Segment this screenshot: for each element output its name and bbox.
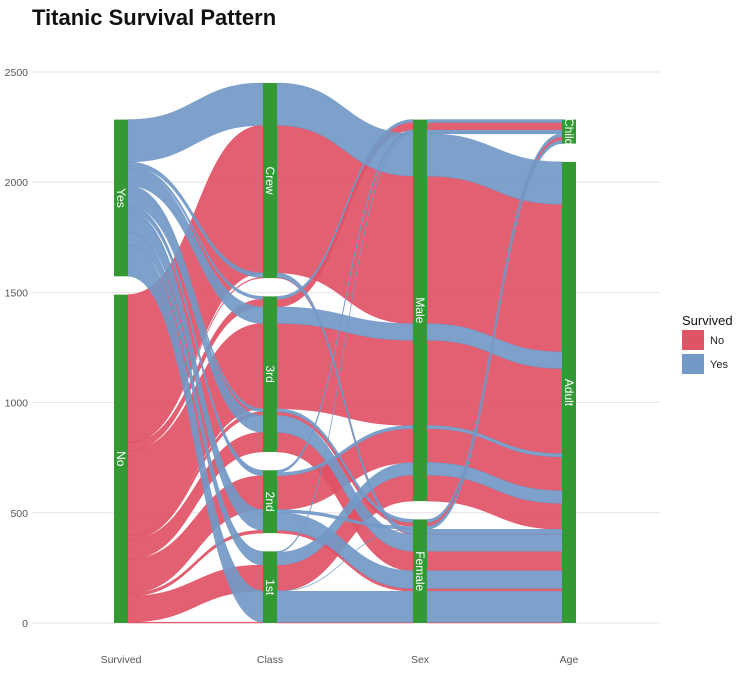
legend: Survived No Yes — [682, 313, 733, 374]
flow-yes-1st-female-adult-class-to-sex — [276, 590, 414, 623]
stratum-label-class-2nd: 2nd — [263, 492, 277, 512]
flow-no-3rd-male-child-sex-to-age — [426, 122, 563, 131]
y-tick-2500: 2500 — [5, 67, 29, 79]
flow-yes-2nd-female-adult-sex-to-age — [426, 570, 563, 589]
x-tick-sex: Sex — [411, 654, 430, 666]
axis-layer: 0 500 1000 1500 2000 2500 Survived Class Sex Age — [5, 67, 579, 666]
stratum-survived-yes — [114, 119, 128, 277]
stratum-layer: No Yes 1st 2nd 3rd Crew Female Male Adult Child — [114, 83, 576, 623]
y-tick-2000: 2000 — [5, 177, 29, 189]
x-tick-age: Age — [560, 654, 579, 666]
stratum-class-1st — [263, 551, 277, 623]
flow-no-3rd-female-adult-sex-to-age — [426, 550, 563, 572]
stratum-label-sex-male: Male — [413, 297, 427, 323]
stratum-age-adult — [562, 161, 576, 623]
y-tick-1500: 1500 — [5, 287, 29, 299]
flow-no-1st-female-adult-survived-to-class — [127, 621, 264, 624]
stratum-label-survived-no: No — [114, 451, 128, 467]
flow-yes-2nd-male-child-sex-to-age — [426, 129, 563, 133]
x-tick-class: Class — [257, 654, 283, 666]
stratum-label-class-crew: Crew — [263, 167, 277, 195]
stratum-survived-no — [114, 294, 128, 623]
stratum-age-child — [562, 119, 576, 144]
flow-no-2nd-female-adult-survived-to-class — [127, 529, 264, 597]
flow-no-3rd-female-adult-survived-to-class — [127, 432, 264, 560]
legend-label-no: No — [710, 335, 724, 347]
stratum-label-survived-yes: Yes — [114, 188, 128, 208]
stratum-sex-female — [413, 519, 427, 623]
legend-swatch-yes — [682, 354, 704, 374]
y-tick-500: 500 — [10, 508, 28, 520]
stratum-class-crew — [263, 83, 277, 279]
stratum-class-2nd — [263, 470, 277, 534]
y-tick-0: 0 — [22, 618, 28, 630]
x-tick-survived: Survived — [101, 654, 142, 666]
stratum-label-class-1st: 1st — [263, 579, 277, 596]
legend-swatch-no — [682, 330, 704, 350]
stratum-label-class-3rd: 3rd — [263, 365, 277, 382]
stratum-label-sex-female: Female — [413, 551, 427, 591]
chart-title: Titanic Survival Pattern — [32, 5, 276, 30]
stratum-label-age-child: Child — [562, 118, 576, 145]
legend-title: Survived — [682, 313, 733, 328]
flow-yes-crew-female-adult-sex-to-age — [426, 529, 563, 535]
stratum-sex-male — [413, 119, 427, 502]
flow-no-2nd-female-adult-sex-to-age — [426, 588, 563, 592]
y-tick-1000: 1000 — [5, 398, 29, 410]
flow-yes-3rd-male-child-sex-to-age — [426, 119, 563, 123]
flow-layer — [127, 82, 563, 624]
stratum-label-age-adult: Adult — [562, 379, 576, 407]
legend-label-yes: Yes — [710, 359, 728, 371]
flow-yes-1st-female-adult-sex-to-age — [426, 590, 563, 623]
flow-yes-3rd-female-adult-sex-to-age — [426, 534, 563, 552]
stratum-class-3rd — [263, 296, 277, 452]
